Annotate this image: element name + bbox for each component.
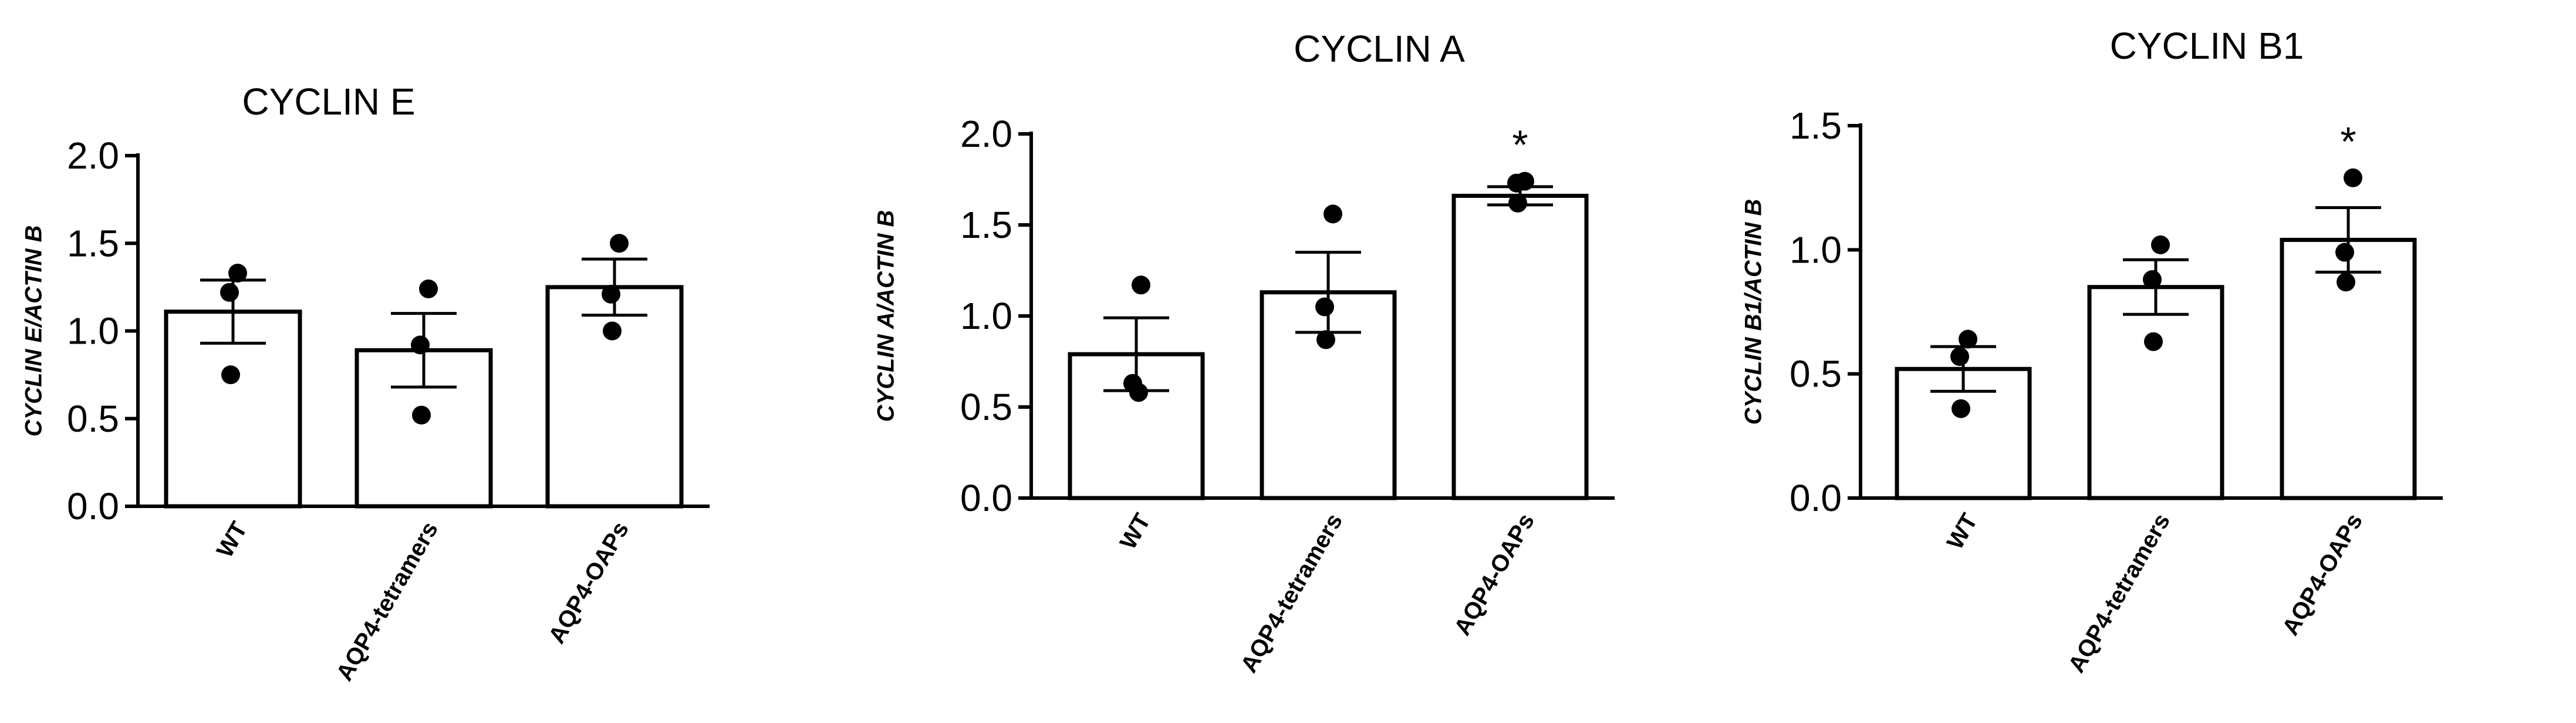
y-tick-label: 1.0: [960, 295, 1012, 337]
data-point: [2143, 270, 2162, 290]
y-tick-label: 2.0: [960, 113, 1012, 155]
y-tick-label: 1.0: [67, 310, 119, 352]
y-axis-label: CYCLIN E/ACTIN B: [21, 226, 47, 437]
chart-title: CYCLIN A: [1294, 28, 1465, 70]
data-point: [412, 405, 431, 425]
chart-title: CYCLIN B1: [2110, 25, 2304, 67]
data-point: [2144, 332, 2163, 351]
bar: [1451, 193, 1589, 500]
data-point: [1508, 193, 1527, 213]
data-point: [2335, 243, 2354, 262]
bar: [2087, 285, 2224, 500]
data-point: [2344, 168, 2362, 187]
y-tick-label: 1.5: [67, 222, 119, 264]
y-tick-label: 1.5: [1790, 105, 1842, 147]
y-tick-label: 1.5: [960, 204, 1012, 246]
data-point: [1959, 329, 1977, 349]
y-tick-label: 0.5: [960, 386, 1012, 428]
data-point: [1507, 173, 1526, 193]
data-point: [1950, 347, 1969, 366]
bar: [545, 285, 684, 509]
y-tick-label: 0.5: [67, 398, 119, 440]
y-axis-label: CYCLIN A/ACTIN B: [873, 210, 899, 422]
y-axis-label: CYCLIN B1/ACTIN B: [1741, 199, 1767, 425]
data-point: [419, 279, 438, 298]
data-point: [2337, 273, 2355, 292]
data-point: [1129, 383, 1148, 402]
significance-marker: *: [1512, 122, 1528, 168]
data-point: [228, 263, 247, 283]
data-point: [603, 321, 622, 341]
y-tick-label: 0.0: [960, 477, 1012, 519]
data-point: [411, 335, 430, 355]
data-point: [1132, 275, 1150, 295]
chart-title: CYCLIN E: [242, 80, 415, 123]
data-point: [1324, 204, 1342, 224]
data-point: [220, 283, 239, 302]
data-point: [1316, 330, 1335, 349]
significance-marker: *: [2340, 119, 2356, 164]
y-tick-label: 0.5: [1790, 353, 1842, 395]
data-point: [1315, 297, 1334, 317]
data-point: [2151, 235, 2170, 254]
y-tick-label: 0.0: [1790, 477, 1842, 519]
y-tick-label: 2.0: [67, 134, 119, 177]
data-point: [1952, 399, 1970, 418]
data-point: [221, 365, 240, 385]
y-tick-label: 1.0: [1790, 228, 1842, 271]
y-tick-label: 0.0: [67, 485, 119, 527]
data-point: [602, 284, 620, 304]
data-point: [610, 234, 629, 253]
